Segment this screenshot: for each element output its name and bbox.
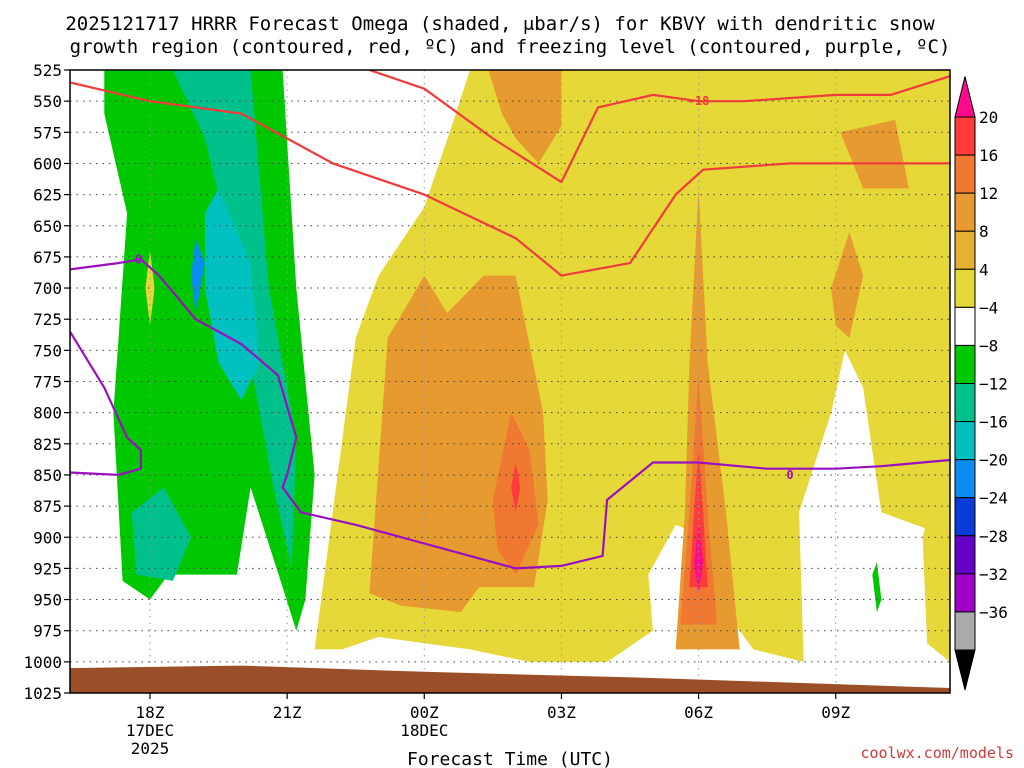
- colorbar-label-9: −20: [979, 451, 1008, 470]
- freezing-contour-label-0: 0: [135, 252, 142, 266]
- y-tick-label-15: 900: [33, 528, 62, 547]
- dgz-contour-line-1: [369, 70, 950, 184]
- colorbar-box-0: [954, 116, 976, 156]
- y-tick-label-8: 725: [33, 310, 62, 329]
- colorbar-box-9: [954, 459, 976, 499]
- colorbar-box-10: [954, 497, 976, 537]
- omega-region-13: [840, 119, 909, 189]
- credit-text: coolwx.com/models: [860, 744, 1014, 762]
- x-tick-year-0: 2025: [131, 739, 170, 758]
- dgz-contour-line-0: [70, 81, 950, 277]
- colorbar-box-6: [954, 344, 976, 384]
- colorbar-box-7: [954, 383, 976, 423]
- colorbar-label-7: −12: [979, 375, 1008, 394]
- colorbar-label-0: 20: [979, 108, 998, 127]
- y-tick-label-18: 975: [33, 622, 62, 641]
- freezing-contour-line-1: [70, 331, 142, 476]
- omega-region-10: [488, 70, 562, 164]
- x-tick-date-0: 17DEC: [126, 721, 174, 740]
- y-tick-label-6: 675: [33, 248, 62, 267]
- colorbar-box-3: [954, 230, 976, 270]
- colorbar-box-2: [954, 192, 976, 232]
- y-tick-label-3: 600: [33, 154, 62, 173]
- colorbar-box-5: [954, 306, 976, 346]
- y-tick-label-16: 925: [33, 559, 62, 578]
- x-tick-label-2: 00Z: [410, 703, 439, 722]
- colorbar-box-12: [954, 573, 976, 613]
- y-tick-label-11: 800: [33, 404, 62, 423]
- terrain-layer: [70, 665, 950, 693]
- colorbar-label-4: 4: [979, 260, 989, 279]
- omega-region-12: [831, 232, 864, 338]
- colorbar-label-10: −24: [979, 489, 1008, 508]
- y-tick-label-0: 525: [33, 61, 62, 80]
- y-tick-label-1: 550: [33, 92, 62, 111]
- chart-title-line-2: growth region (contoured, red, ºC) and f…: [70, 36, 951, 58]
- colorbar-box-8: [954, 421, 976, 461]
- pressure-axis: 525 550 575 600 625 650 675 700 725 750 775 800 825 8…: [23, 61, 70, 703]
- omega-region-5: [872, 562, 882, 612]
- colorbar-label-5: −4: [979, 298, 998, 317]
- terrain-fill: [70, 665, 950, 693]
- colorbar-label-6: −8: [979, 336, 998, 355]
- colorbar-bottom-arrow: [954, 649, 976, 691]
- colorbar-label-1: 16: [979, 146, 998, 165]
- omega-region-8: [922, 443, 950, 662]
- y-tick-label-14: 875: [33, 497, 62, 516]
- colorbar-label-13: −36: [979, 603, 1008, 622]
- y-tick-label-2: 575: [33, 123, 62, 142]
- colorbar-box-4: [954, 268, 976, 308]
- colorbar-box-1: [954, 154, 976, 194]
- freezing-contour-label-2: 0: [786, 468, 793, 482]
- y-tick-label-17: 950: [33, 591, 62, 610]
- colorbar: 20 16 12 8 4 −4 −8 −12 −16 −20 −24 −28 −32 −36: [954, 76, 1008, 691]
- colorbar-top-arrow: [954, 76, 976, 118]
- y-tick-label-9: 750: [33, 341, 62, 360]
- x-tick-label-0: 18Z: [136, 703, 165, 722]
- colorbar-label-12: −32: [979, 565, 1008, 584]
- omega-region-2: [131, 487, 192, 581]
- y-tick-label-20: 1025: [23, 684, 62, 703]
- chart-title-line-1: 2025121717 HRRR Forecast Omega (shaded, …: [65, 13, 935, 35]
- colorbar-label-3: 8: [979, 222, 989, 241]
- x-axis-title: Forecast Time (UTC): [407, 749, 613, 768]
- colorbar-box-11: [954, 535, 976, 575]
- omega-region-18: [694, 524, 704, 594]
- colorbar-label-2: 12: [979, 184, 998, 203]
- x-tick-label-1: 21Z: [273, 703, 302, 722]
- y-tick-label-5: 650: [33, 217, 62, 236]
- freezing-contour-line-0: [70, 258, 950, 570]
- y-tick-label-12: 825: [33, 435, 62, 454]
- colorbar-box-13: [954, 611, 976, 651]
- y-tick-label-4: 625: [33, 186, 62, 205]
- y-tick-label-13: 850: [33, 466, 62, 485]
- y-tick-label-10: 775: [33, 373, 62, 392]
- x-tick-label-4: 06Z: [684, 703, 713, 722]
- y-tick-label-7: 700: [33, 279, 62, 298]
- x-tick-label-5: 09Z: [821, 703, 850, 722]
- colorbar-label-11: −28: [979, 527, 1008, 546]
- colorbar-label-8: −16: [979, 413, 1008, 432]
- y-tick-label-19: 1000: [23, 653, 62, 672]
- x-tick-label-3: 03Z: [547, 703, 576, 722]
- x-tick-date-2: 18DEC: [400, 721, 448, 740]
